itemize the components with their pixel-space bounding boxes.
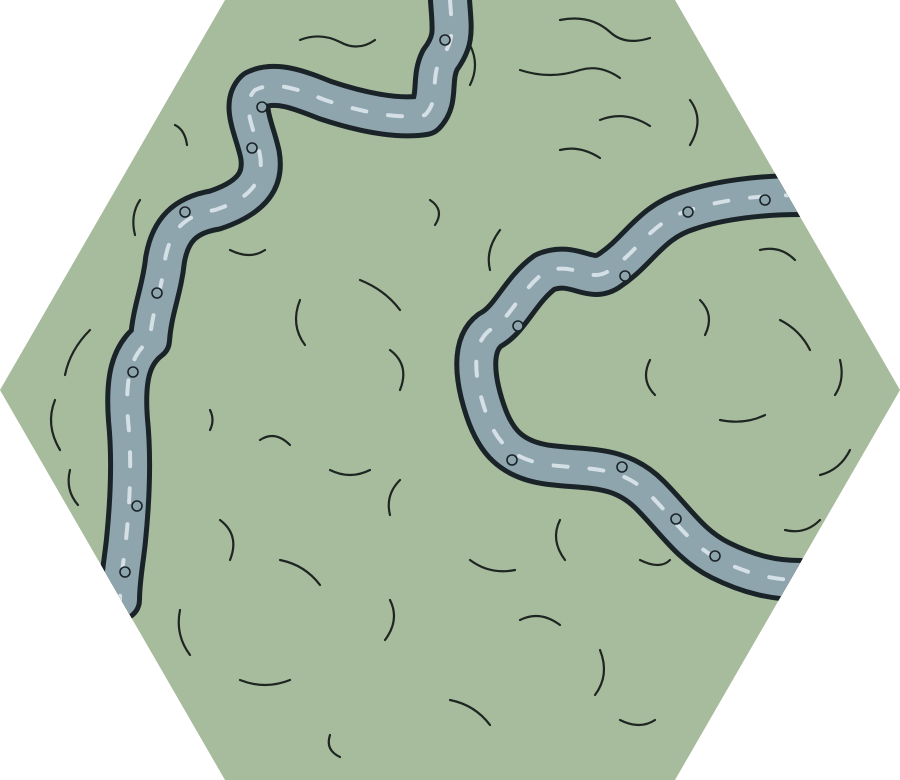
terrain-contour-lines [49,17,852,759]
river-rocks [119,34,771,578]
river-layer [98,0,822,622]
